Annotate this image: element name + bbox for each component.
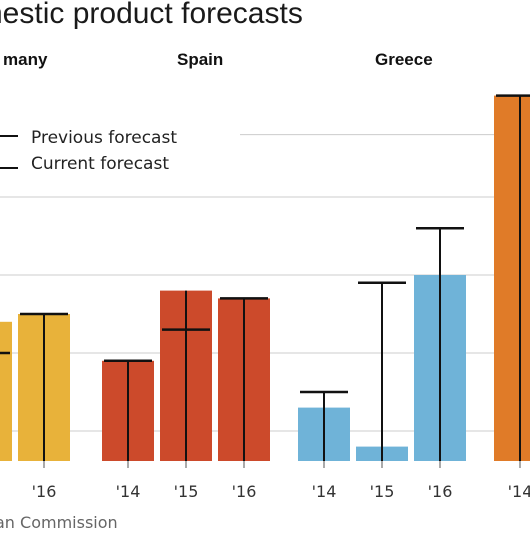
x-tick-label: '16 xyxy=(232,482,257,501)
forecast-markers xyxy=(0,94,530,461)
x-tick-label: '14 xyxy=(508,482,530,501)
group-label: Greece xyxy=(375,50,433,69)
source-note: an Commission xyxy=(0,513,118,532)
labels: many'15'16Spain'14'15'16Greece'14'15'16'… xyxy=(3,50,530,501)
bar xyxy=(494,95,530,461)
legend: Previous forecast Current forecast xyxy=(0,128,177,174)
group-label: many xyxy=(3,50,48,69)
x-tick-label: '15 xyxy=(174,482,199,501)
group-label: Spain xyxy=(177,50,223,69)
legend-previous-label: Previous forecast xyxy=(31,128,177,148)
x-tick-label: '14 xyxy=(312,482,337,501)
legend-current-label: Current forecast xyxy=(31,154,169,174)
x-tick-label: '15 xyxy=(370,482,395,501)
bars xyxy=(0,95,530,461)
chart-title: nestic product forecasts xyxy=(0,0,303,30)
x-tick-label: '16 xyxy=(32,482,57,501)
x-tick-label: '16 xyxy=(428,482,453,501)
x-tick-label: '14 xyxy=(116,482,141,501)
bar xyxy=(0,321,12,461)
